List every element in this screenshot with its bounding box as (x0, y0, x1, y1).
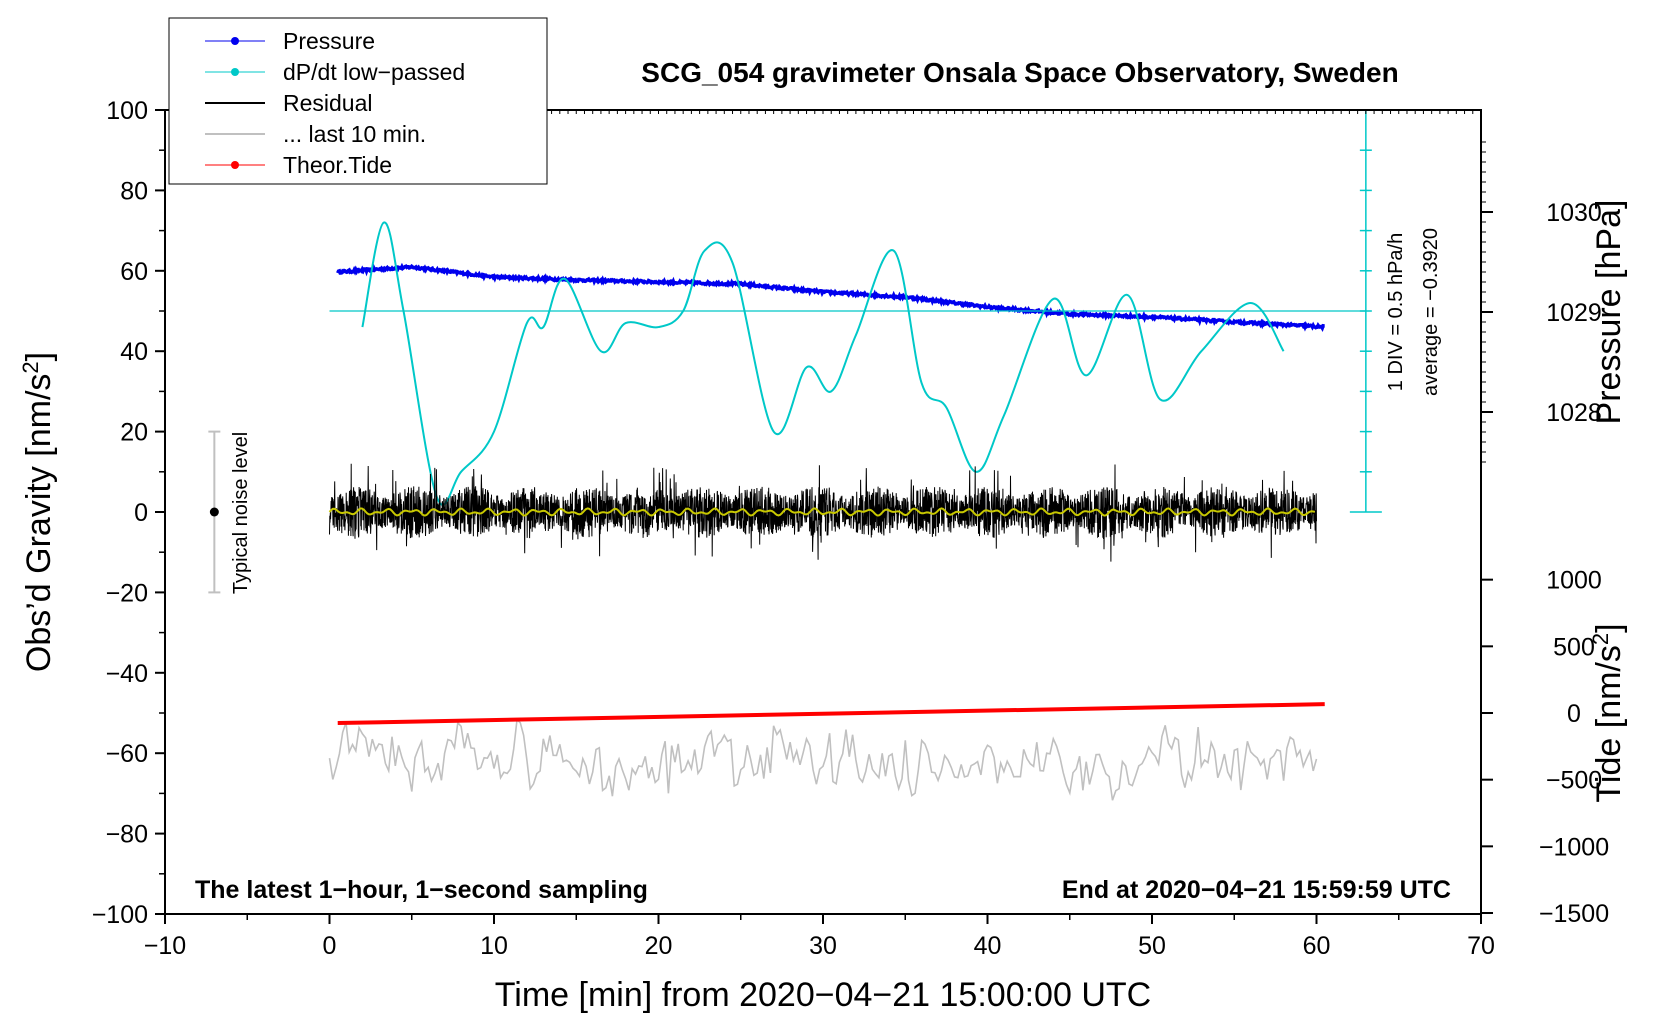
residual-series-line (329, 463, 1317, 562)
y-tick-label: −80 (106, 821, 148, 849)
tide-tick-label: 0 (1567, 700, 1581, 728)
y-tick-label: 40 (120, 338, 148, 366)
y-tick-label: −20 (106, 579, 148, 607)
x-tick-label: 20 (645, 932, 673, 960)
tide-tick-label: −500 (1546, 767, 1602, 795)
legend-label: Residual (283, 90, 373, 116)
x-axis-label: Time [min] from 2020−04−21 15:00:00 UTC (495, 976, 1151, 1014)
y-tick-label: 0 (134, 499, 148, 527)
x-tick-label: 0 (323, 932, 337, 960)
plot-clip-group (208, 109, 1382, 801)
x-tick-label: −10 (144, 932, 186, 960)
ticks-layer: −10 0 10 20 30 40 50 60 70100806040200−20−40−60−… (92, 97, 1609, 960)
pressure-tick-label: 1029 (1546, 299, 1602, 327)
x-tick-label: 50 (1138, 932, 1166, 960)
annotation-bottom-right: End at 2020−04−21 15:59:59 UTC (1062, 876, 1451, 904)
y-tick-label: 60 (120, 258, 148, 286)
legend-label: dP/dt low−passed (283, 59, 465, 85)
y-axis-label-left: Obs’d Gravity [nm/s2] (18, 352, 59, 672)
tide-tick-label: −1000 (1539, 833, 1609, 861)
legend-swatch-marker (231, 68, 239, 76)
y-tick-label: −100 (92, 901, 148, 929)
x-tick-label: 30 (809, 932, 837, 960)
tide-tick-label: 500 (1553, 633, 1595, 661)
legend: Pressure dP/dt low−passed Residual ... last… (168, 17, 548, 185)
average-label: average = −0.3920 (1420, 228, 1442, 396)
tide-tick-label: −1500 (1539, 900, 1609, 928)
theor-tide-series-line (337, 702, 1325, 726)
noise-bar-center-dot (209, 507, 219, 517)
y-tick-label: 100 (106, 97, 148, 125)
x-tick-label: 10 (480, 932, 508, 960)
pressure-series-line (336, 262, 1325, 333)
pressure-tick-label: 1030 (1546, 199, 1602, 227)
legend-swatch-marker (231, 161, 239, 169)
legend-label: Theor.Tide (283, 152, 392, 178)
y-tick-label: 80 (120, 177, 148, 205)
x-tick-label: 40 (974, 932, 1002, 960)
y-tick-label: −40 (106, 660, 148, 688)
last-10-min-series-line (328, 718, 1318, 801)
residual-smoothed-line (328, 507, 1316, 517)
x-tick-label: 70 (1467, 932, 1495, 960)
y-tick-label: 20 (120, 419, 148, 447)
pressure-tick-label: 1028 (1546, 399, 1602, 427)
legend-swatch-marker (231, 37, 239, 45)
annotation-bottom-left: The latest 1−hour, 1−second sampling (195, 876, 648, 904)
y-tick-label: −60 (106, 740, 148, 768)
y-axis-label-tide: Tide [nm/s2] (1588, 623, 1629, 802)
x-tick-label: 60 (1303, 932, 1331, 960)
y-axis-label-pressure: Pressure [hPa] (1590, 200, 1628, 425)
chart-title: SCG_054 gravimeter Onsala Space Observat… (641, 57, 1398, 88)
div-scale-label: 1 DIV = 0.5 hPa/h (1385, 233, 1407, 391)
tide-tick-label: 1000 (1546, 567, 1602, 595)
legend-label: ... last 10 min. (283, 121, 426, 147)
legend-box (168, 17, 548, 185)
dpdt-series-line (361, 221, 1285, 506)
legend-label: Pressure (283, 28, 375, 54)
noise-label: Typical noise level (230, 432, 252, 594)
